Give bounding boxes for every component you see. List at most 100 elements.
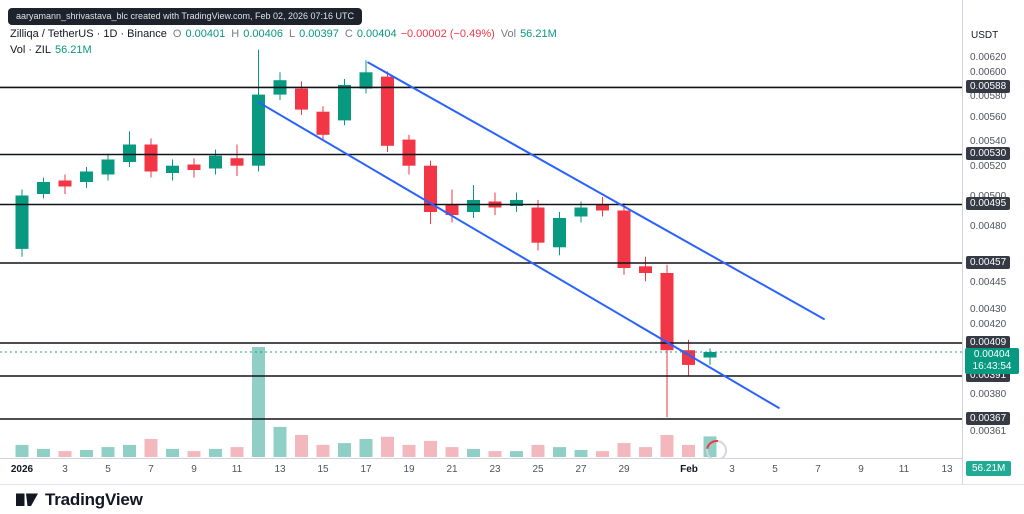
price-axis[interactable]: USDT 56.21M 0.00620 0.00600 0.00580 0.00560… (962, 0, 1024, 484)
candle-body (467, 200, 480, 212)
volume-bar (209, 448, 222, 457)
volume-bar (402, 444, 416, 457)
price-level-badge: 0.00588 (966, 80, 1011, 93)
candle-body (703, 352, 717, 358)
candle-body (596, 204, 609, 211)
attribution-text: aaryamann_shrivastava_blc created with T… (16, 11, 355, 21)
candle-body (58, 180, 72, 187)
volume-bar (574, 450, 588, 457)
symbol-status-row: Zilliqa / TetherUS · 1D · Binance O 0.004… (10, 28, 557, 41)
price-tick-label: 0.00580 (970, 91, 1007, 102)
low-label: L (288, 28, 296, 40)
candle-body (639, 266, 652, 273)
volume-bar (144, 439, 158, 457)
time-tick-label: 15 (317, 464, 329, 475)
price-tick-label: 0.00430 (970, 304, 1007, 315)
current-price-value: 0.00404 (973, 349, 1011, 360)
currency-label: USDT (971, 30, 999, 41)
price-tick-label: 0.00600 (970, 67, 1007, 78)
candle-body (381, 76, 394, 146)
time-tick-label: 3 (62, 464, 68, 475)
volume-bar (295, 435, 308, 457)
time-tick-label: 5 (105, 464, 111, 475)
volume-label: Vol (500, 28, 517, 40)
time-tick-label: 11 (231, 464, 243, 475)
volume-bar (682, 444, 695, 457)
candle-body (101, 159, 115, 175)
volume-bar (316, 444, 330, 457)
candle-body (252, 94, 265, 166)
open-value: 0.00401 (185, 28, 226, 40)
close-label: C (344, 28, 353, 40)
price-chart-canvas[interactable] (0, 0, 962, 458)
volume-bar (123, 444, 136, 457)
price-tick-label: 0.00620 (970, 52, 1007, 63)
time-tick-label: 25 (532, 464, 544, 475)
candle-body (37, 182, 50, 194)
chart-legend: Zilliqa / TetherUS · 1D · Binance O 0.004… (10, 28, 557, 60)
volume-bar (15, 444, 29, 457)
time-tick-label: 5 (772, 464, 778, 475)
volume-bar (639, 447, 652, 457)
candle-body (15, 195, 29, 249)
time-axis[interactable]: 2026 3 5 7 9 11 13 15 17 19 21 23 25 27 29 Feb 3 5 7 9 11 13 (0, 458, 962, 484)
close-value: 0.00404 (356, 28, 397, 40)
tradingview-logo[interactable]: TradingView (16, 490, 143, 510)
time-tick-label: 23 (489, 464, 501, 475)
time-tick-label: 7 (148, 464, 154, 475)
tradingview-logo-text: TradingView (45, 489, 143, 509)
candle-body (209, 155, 222, 169)
time-tick-label: 2026 (10, 464, 34, 475)
volume-bar (510, 451, 523, 457)
candle-body (123, 144, 136, 162)
candle-body (445, 204, 459, 215)
volume-bar (252, 347, 265, 457)
high-value: 0.00406 (243, 28, 283, 40)
price-tick-label: 0.00380 (970, 389, 1007, 400)
chart-area[interactable]: aaryamann_shrivastava_blc created with T… (0, 0, 1024, 484)
volume-bar (596, 451, 609, 457)
bar-countdown: 16:43:54 (972, 361, 1012, 372)
candle-body (144, 144, 158, 172)
volume-bar (166, 448, 179, 457)
time-tick-label: 29 (618, 464, 630, 475)
volume-bar (230, 447, 244, 457)
time-tick-label: 17 (360, 464, 372, 475)
volume-bar (660, 435, 674, 457)
time-tick-label: 13 (941, 464, 953, 475)
volume-bar (101, 447, 115, 457)
volume-bar (273, 426, 287, 457)
time-tick-label: 7 (815, 464, 821, 475)
volume-bar (553, 447, 566, 457)
candle-body (660, 273, 674, 351)
volume-indicator-row: Vol · ZIL 56.21M (10, 44, 557, 57)
current-price-badge: 0.00404 16:43:54 (965, 348, 1019, 374)
volume-axis-badge: 56.21M (966, 461, 1012, 476)
candle-body (359, 72, 373, 89)
time-tick-label: 11 (898, 464, 910, 475)
price-tick-label: 0.00540 (970, 136, 1007, 147)
low-value: 0.00397 (299, 28, 339, 40)
price-tick-label: 0.00560 (970, 112, 1007, 123)
volume-bar (338, 443, 351, 457)
high-label: H (231, 28, 240, 40)
candle-body (510, 200, 523, 206)
candle-body (230, 158, 244, 166)
time-tick-label: Feb (680, 464, 698, 475)
volume-bar (381, 436, 394, 457)
volume-bar (703, 436, 717, 457)
volume-indicator-value: 56.21M (54, 44, 92, 56)
time-tick-label: 3 (729, 464, 735, 475)
symbol-title[interactable]: Zilliqa / TetherUS · 1D · Binance (10, 28, 167, 40)
candle-body (617, 210, 631, 268)
volume-indicator-title[interactable]: Vol · ZIL (10, 44, 51, 56)
open-label: O (172, 28, 182, 40)
attribution-badge: aaryamann_shrivastava_blc created with T… (8, 8, 363, 25)
price-tick-label: 0.00480 (970, 221, 1007, 232)
price-level-badge: 0.00495 (966, 197, 1011, 210)
candle-body (187, 164, 201, 170)
channel-lower-line (257, 101, 780, 409)
price-tick-label: 0.00445 (970, 277, 1007, 288)
change-value: −0.00002 (−0.49%) (400, 28, 495, 40)
time-tick-label: 27 (575, 464, 587, 475)
